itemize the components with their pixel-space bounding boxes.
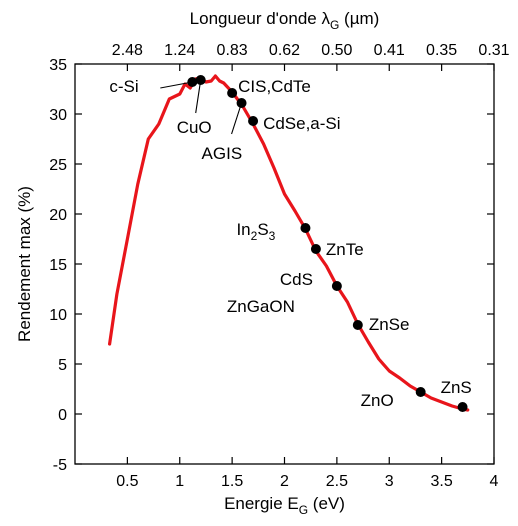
top-tick-label: 0.83	[217, 42, 248, 59]
top-tick-label: 0.31	[478, 42, 509, 59]
material-point	[187, 77, 198, 87]
points-layer	[187, 75, 468, 412]
y-tick-label: 35	[49, 57, 67, 74]
y-tick-label: 20	[49, 207, 67, 224]
material-point	[331, 281, 342, 291]
y-tick-label: 10	[49, 307, 67, 324]
material-label: ZnGaON	[227, 297, 295, 316]
material-label: CIS,CdTe	[238, 77, 311, 96]
top-tick-label: 0.62	[269, 42, 300, 59]
material-label: ZnSe	[369, 315, 410, 334]
y-tick-label: 0	[58, 407, 67, 424]
material-point	[310, 244, 321, 254]
material-point	[227, 88, 238, 98]
label-leader	[160, 81, 193, 89]
top-tick-label: 1.24	[164, 42, 195, 59]
top-axis-title: Longueur d'onde λG (µm)	[190, 9, 380, 32]
efficiency-curve	[108, 74, 470, 412]
material-point	[248, 116, 259, 126]
plot-frame	[74, 63, 495, 465]
top-tick-label: 0.35	[426, 42, 457, 59]
y-axis-title: Rendement max (%)	[15, 186, 34, 342]
x-tick-label: 3.5	[431, 473, 453, 490]
material-point	[415, 387, 426, 397]
x-tick-label: 4	[490, 473, 499, 490]
x-tick-label: 1.5	[221, 473, 243, 490]
y-tick-label: 30	[49, 107, 67, 124]
material-label: AGIS	[202, 144, 243, 163]
top-tick-label: 0.50	[321, 42, 352, 59]
top-tick-label: 0.41	[374, 42, 405, 59]
material-label: In2S3	[236, 220, 275, 243]
leader-layer	[160, 79, 243, 135]
x-axis-title: Energie EG (eV)	[224, 494, 345, 517]
material-label: CdSe,a-Si	[263, 114, 340, 133]
material-label: ZnS	[441, 378, 472, 397]
y-tick-label: 25	[49, 157, 67, 174]
x-tick-label: 2	[280, 473, 289, 490]
material-label: CdS	[280, 270, 313, 289]
x-tick-label: 2.5	[326, 473, 348, 490]
material-label: c-Si	[109, 77, 138, 96]
material-point	[195, 75, 206, 85]
material-point	[300, 223, 311, 233]
material-point	[236, 98, 247, 108]
material-point	[457, 402, 468, 412]
y-tick-label: 15	[49, 257, 67, 274]
curve-layer	[108, 74, 470, 412]
ticks-layer: 0.5 1 1.5 2 2.5 3 3.5 4 2.48 1.24 0.83 0.62 0.50 0.41…	[49, 42, 509, 490]
y-tick-label: 5	[58, 357, 67, 374]
top-tick-label: 2.48	[112, 42, 143, 59]
material-label: CuO	[177, 118, 212, 137]
material-label: ZnTe	[326, 240, 364, 259]
labels-layer: c-Si CuO CIS,CdTe AGIS CdSe,a-Si In2S3 ZnTe CdS…	[109, 77, 471, 410]
y-tick-label: -5	[53, 457, 67, 474]
material-label: ZnO	[361, 391, 394, 410]
x-tick-label: 0.5	[116, 473, 138, 490]
x-tick-label: 3	[385, 473, 394, 490]
x-tick-label: 1	[175, 473, 184, 490]
label-leader	[231, 102, 243, 135]
label-leader	[195, 79, 202, 114]
material-point	[352, 320, 363, 330]
